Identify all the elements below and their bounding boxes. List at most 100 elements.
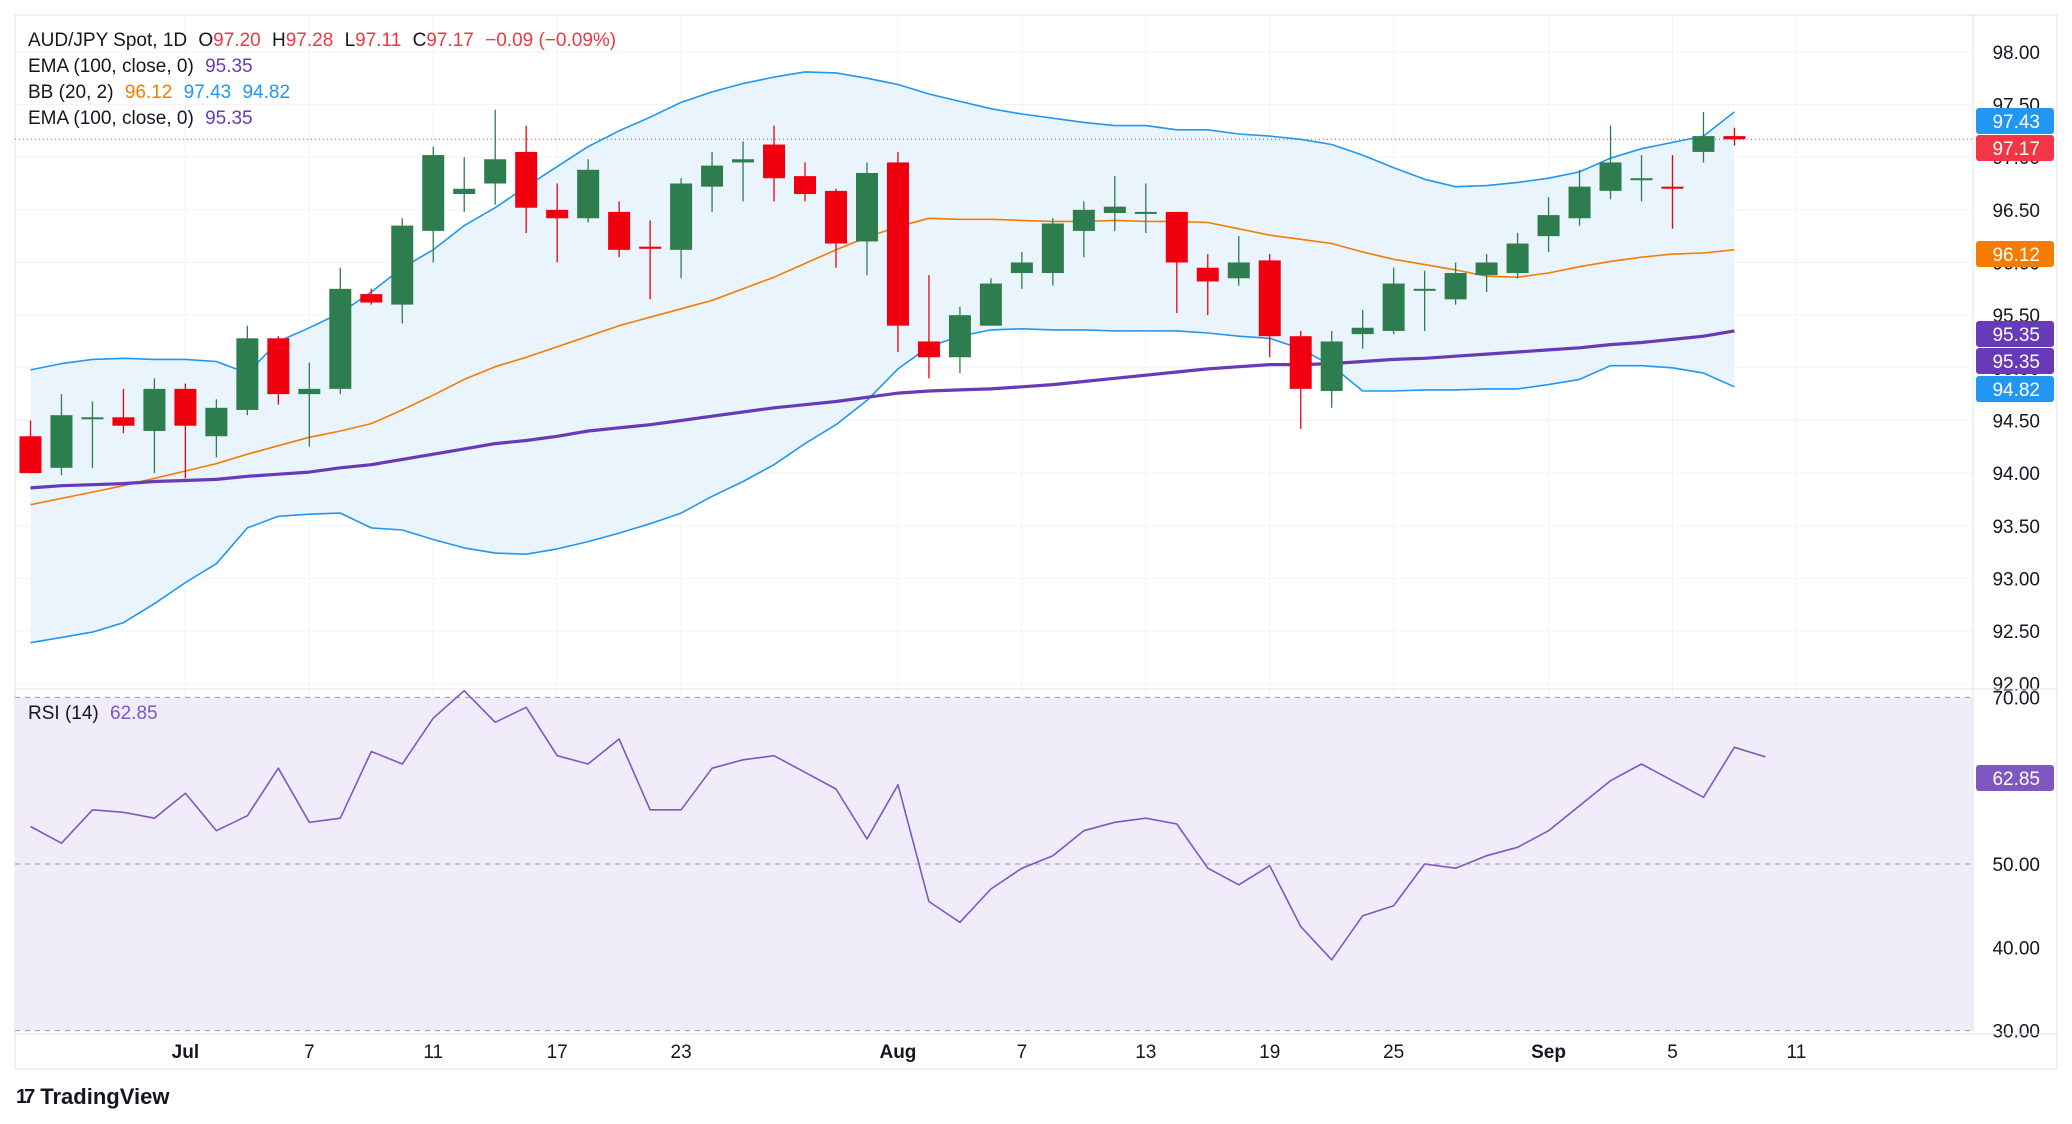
rsi-panel xyxy=(15,689,1973,1032)
candle xyxy=(143,378,166,474)
last-price-tag-bg xyxy=(1976,135,2054,161)
time-tick-label: 25 xyxy=(1383,1042,1404,1063)
candle xyxy=(1258,254,1281,358)
candle xyxy=(639,220,662,300)
candle-body xyxy=(1320,341,1343,391)
candle xyxy=(1165,211,1188,314)
candle-body xyxy=(19,436,42,474)
candle xyxy=(1134,183,1157,233)
candle xyxy=(1320,330,1343,408)
time-tick-label: 7 xyxy=(304,1042,315,1063)
bb-legend-row[interactable]: BB (20, 2) 96.12 97.43 94.82 xyxy=(28,80,622,106)
candle xyxy=(1630,155,1653,202)
bb-basis-value: 96.12 xyxy=(124,82,173,103)
ema2-tag-bg xyxy=(1976,348,2054,374)
candle-body xyxy=(1661,186,1684,189)
candle-body xyxy=(1258,260,1281,337)
candle xyxy=(794,162,817,202)
candle xyxy=(298,362,321,447)
candle-body xyxy=(577,169,600,219)
candle-body xyxy=(763,144,786,179)
close-label: C xyxy=(412,30,427,51)
candle xyxy=(1196,254,1219,316)
candle-body xyxy=(1444,273,1467,300)
bb-basis-tag: 96.12 xyxy=(1976,241,2054,267)
candle-body xyxy=(979,283,1002,326)
low-label: L xyxy=(344,30,356,51)
candle xyxy=(1382,267,1405,335)
candle xyxy=(1444,262,1467,305)
rsi-value: 62.85 xyxy=(110,703,158,724)
candle xyxy=(855,162,878,276)
change-value: −0.09 (−0.09%) xyxy=(485,30,617,51)
candle-body xyxy=(298,388,321,395)
ema-tag-bg xyxy=(1976,321,2054,347)
candle-body xyxy=(1227,262,1250,279)
bb-basis-tag-text: 96.12 xyxy=(1992,245,2040,266)
open-label: O xyxy=(198,30,214,51)
candle xyxy=(19,420,42,474)
candle-body xyxy=(948,315,971,358)
candle-body xyxy=(205,407,228,437)
candle-body xyxy=(886,162,909,326)
rsi-label: RSI (14) xyxy=(28,703,99,724)
candlestick-series[interactable] xyxy=(19,109,1746,479)
candle-body xyxy=(267,338,290,395)
candle-body xyxy=(639,246,662,249)
time-tick-label: 13 xyxy=(1135,1042,1156,1063)
bollinger-band-fill xyxy=(30,71,1735,643)
open-value: 97.20 xyxy=(213,30,261,51)
ema2-legend-row[interactable]: EMA (100, close, 0) 95.35 xyxy=(28,106,622,132)
ema-legend-row[interactable]: EMA (100, close, 0) 95.35 xyxy=(28,54,622,80)
time-tick-label: Sep xyxy=(1531,1042,1566,1063)
candle-body xyxy=(1134,211,1157,214)
candle-body xyxy=(81,417,104,420)
candle xyxy=(360,288,383,305)
candle-body xyxy=(329,288,352,389)
time-axis[interactable]: Jul 7 11 17 23 Aug 7 13 19 25 Sep 5 11 xyxy=(172,1042,1807,1063)
candle xyxy=(979,278,1002,326)
candle-body xyxy=(1568,186,1591,219)
candle xyxy=(1351,309,1374,349)
low-value: 97.11 xyxy=(355,30,402,51)
ema2-tag-text: 95.35 xyxy=(1992,352,2040,373)
candle-body xyxy=(422,155,445,231)
candle-body xyxy=(1723,136,1746,140)
rsi-tick-label: 70.00 xyxy=(1992,688,2040,709)
ohlc-legend-row[interactable]: AUD/JPY Spot, 1D O97.20 H97.28 L97.11 C9… xyxy=(28,28,622,54)
candle xyxy=(1475,254,1498,292)
price-tick-label: 96.50 xyxy=(1992,201,2040,222)
last-price-tag-text: 97.17 xyxy=(1992,139,2040,160)
candle-body xyxy=(236,338,259,410)
price-tick-label: 93.50 xyxy=(1992,517,2040,538)
candle xyxy=(1413,270,1436,331)
symbol-title[interactable]: AUD/JPY Spot, 1D xyxy=(28,30,188,51)
bb-fill-area xyxy=(30,71,1735,643)
candle-body xyxy=(1630,178,1653,181)
price-tick-label: 92.00 xyxy=(1992,675,2040,696)
ema-tag: 95.35 xyxy=(1976,321,2054,347)
rsi-legend[interactable]: RSI (14) 62.85 xyxy=(28,701,164,727)
rsi-tick-label: 30.00 xyxy=(1992,1022,2040,1043)
candle-body xyxy=(515,151,538,208)
candle xyxy=(670,178,693,279)
rsi-tag: 62.85 xyxy=(1976,765,2054,791)
candle-body xyxy=(917,341,940,358)
rsi-tag-text: 62.85 xyxy=(1992,769,2040,790)
close-value: 97.17 xyxy=(426,30,474,51)
candle-body xyxy=(546,209,569,219)
candle xyxy=(81,401,104,468)
candle-body xyxy=(453,188,476,195)
candle-body xyxy=(1692,136,1715,152)
bb-upper-tag-bg xyxy=(1976,108,2054,134)
tradingview-logo[interactable]: 17 TradingView xyxy=(16,1084,169,1110)
candle-body xyxy=(1041,223,1064,274)
time-tick-label: 23 xyxy=(671,1042,692,1063)
candle xyxy=(1661,155,1684,229)
candle-body xyxy=(855,172,878,242)
candle xyxy=(577,159,600,223)
candle xyxy=(1723,127,1746,146)
price-tick-label: 98.00 xyxy=(1992,43,2040,64)
candle-body xyxy=(1103,206,1126,213)
